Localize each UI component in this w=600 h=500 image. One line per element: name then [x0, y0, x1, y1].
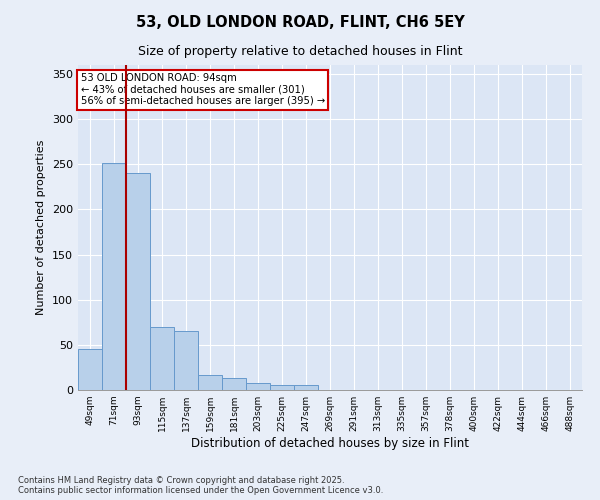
- Bar: [270, 386, 294, 390]
- Bar: [126, 174, 150, 390]
- X-axis label: Distribution of detached houses by size in Flint: Distribution of detached houses by size …: [191, 437, 469, 450]
- Bar: [246, 383, 270, 390]
- Bar: [150, 327, 174, 390]
- Text: 53, OLD LONDON ROAD, FLINT, CH6 5EY: 53, OLD LONDON ROAD, FLINT, CH6 5EY: [136, 15, 464, 30]
- Bar: [174, 332, 198, 390]
- Bar: [102, 162, 126, 390]
- Text: Contains HM Land Registry data © Crown copyright and database right 2025.
Contai: Contains HM Land Registry data © Crown c…: [18, 476, 383, 495]
- Bar: [222, 378, 246, 390]
- Bar: [198, 374, 222, 390]
- Text: 53 OLD LONDON ROAD: 94sqm
← 43% of detached houses are smaller (301)
56% of semi: 53 OLD LONDON ROAD: 94sqm ← 43% of detac…: [80, 73, 325, 106]
- Bar: [78, 350, 102, 390]
- Y-axis label: Number of detached properties: Number of detached properties: [37, 140, 46, 315]
- Text: Size of property relative to detached houses in Flint: Size of property relative to detached ho…: [138, 45, 462, 58]
- Bar: [294, 386, 318, 390]
